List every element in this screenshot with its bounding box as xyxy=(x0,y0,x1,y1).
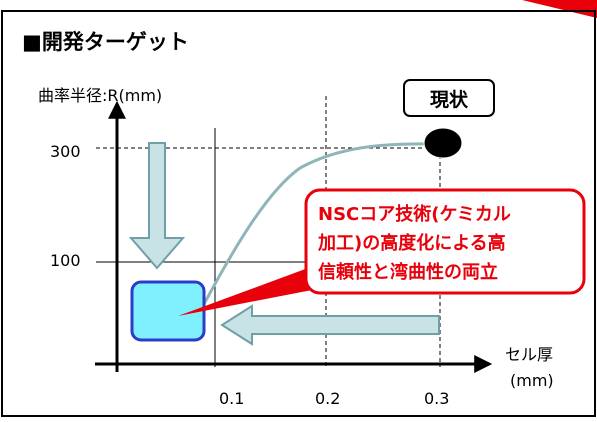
yaxis-label: 曲率半径:R(mm) xyxy=(38,86,162,105)
ytick-300: 300 xyxy=(50,142,81,161)
xtick-0-3: 0.3 xyxy=(424,389,449,408)
arrow-left-icon xyxy=(220,304,440,346)
callout-line-2: 加工)の高度化による高 xyxy=(317,232,506,254)
xaxis-label-line1: セル厚 xyxy=(505,345,553,364)
page-title: ■開発ターゲット xyxy=(22,30,189,54)
target-region-box xyxy=(130,280,206,342)
xtick-0-2: 0.2 xyxy=(315,389,340,408)
arrow-down-icon xyxy=(128,142,186,270)
corner-tab-shape xyxy=(522,0,597,18)
xaxis-label-line2: (mm) xyxy=(510,371,554,390)
current-state-marker xyxy=(423,127,463,159)
xtick-0-1: 0.1 xyxy=(219,389,244,408)
callout-pointer xyxy=(178,268,312,316)
callout-line-1: NSCコア技術(ケミカル xyxy=(318,203,511,225)
callout-line-3: 信頼性と湾曲性の両立 xyxy=(318,261,498,283)
current-state-label-box xyxy=(403,79,495,117)
current-state-label: 現状 xyxy=(430,88,469,111)
trajectory-curve xyxy=(188,142,441,331)
ytick-100: 100 xyxy=(50,251,81,270)
slide-frame xyxy=(1,10,596,417)
callout-box xyxy=(304,188,586,295)
